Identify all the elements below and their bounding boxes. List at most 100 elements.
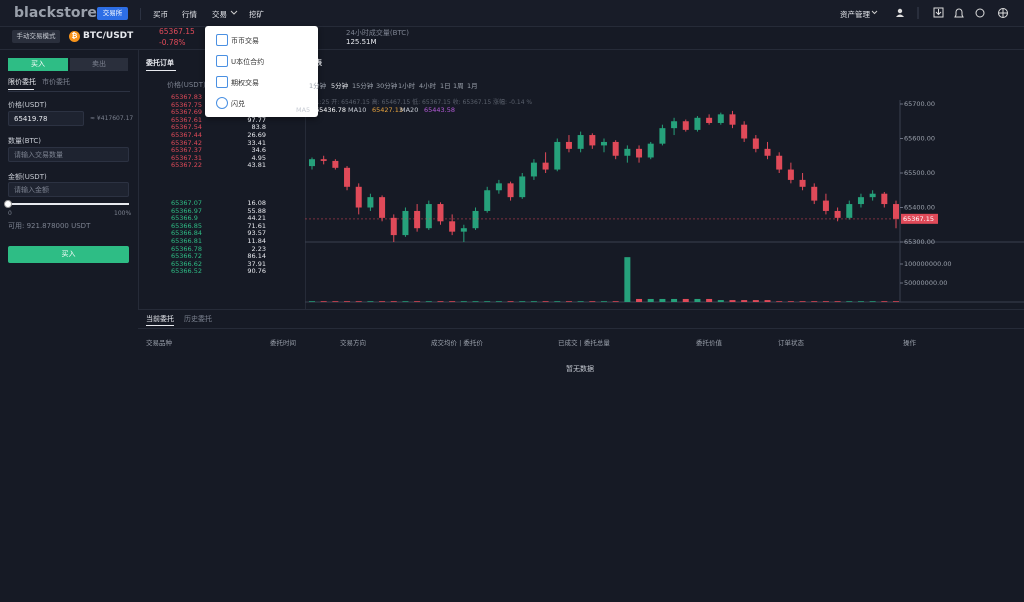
amount-input[interactable]: 请输入金额 [8, 182, 129, 197]
interval[interactable]: 1周 [453, 82, 464, 90]
nav-item[interactable]: 交易 [212, 10, 227, 19]
download-icon[interactable] [933, 7, 944, 18]
pair-selector[interactable]: BTC/USDT [83, 31, 134, 41]
buy-tab[interactable]: 买入 [8, 58, 68, 71]
volume-bar [390, 301, 397, 302]
column-header: 订单状态 [778, 339, 804, 347]
interval[interactable]: 4小时 [419, 82, 437, 90]
interval[interactable]: 15分钟 [352, 82, 374, 90]
slider-track[interactable] [8, 203, 129, 205]
ma-label: MA20 [400, 106, 419, 114]
candle-body [811, 186, 818, 201]
candle-body [869, 193, 876, 198]
interval[interactable]: 1日 [440, 82, 451, 90]
volume-bar [402, 301, 409, 302]
dropdown-icon [216, 76, 228, 88]
nav-item[interactable]: 行情 [182, 10, 197, 19]
volume-bar [460, 301, 467, 302]
dropdown-item[interactable]: U本位合约 [231, 58, 265, 66]
orders-tab[interactable]: 当前委托 [146, 315, 174, 323]
volume-bar [706, 298, 713, 302]
volume-bar [530, 301, 537, 302]
bell-icon[interactable] [954, 8, 964, 18]
ticker-change: -0.78% [159, 38, 186, 47]
exchange-badge[interactable]: 交易所 [97, 7, 128, 20]
assets-menu[interactable]: 资产管理 [840, 10, 870, 19]
nav-item[interactable]: 买币 [153, 10, 168, 19]
candle-body [857, 197, 864, 205]
tab-underline [146, 70, 176, 71]
volume-bar [834, 301, 841, 302]
dropdown-icon [216, 55, 228, 67]
volume-bar [589, 301, 596, 302]
nav-item[interactable]: 挖矿 [249, 10, 264, 19]
price-input[interactable]: 65419.78 [8, 111, 84, 126]
dropdown-item[interactable]: 闪兑 [231, 100, 245, 108]
candle-body [682, 121, 689, 130]
divider [0, 49, 1024, 50]
available-balance: 可用: 921.878000 USDT [8, 222, 91, 230]
stat-value: 125.51M [346, 38, 377, 46]
column-header: 委托时间 [270, 339, 296, 347]
candle-body [367, 197, 374, 208]
slider-handle[interactable] [4, 200, 12, 208]
globe-lines [998, 8, 1008, 18]
interval[interactable]: 1月 [467, 82, 478, 90]
book-amount: 93.57 [247, 229, 266, 238]
dropdown-item[interactable]: 期权交易 [231, 79, 259, 87]
candle-body [834, 210, 841, 218]
volume-bar [811, 301, 818, 302]
chart-tab[interactable]: 表 [315, 59, 322, 67]
candle-body [846, 204, 853, 218]
candle-body [787, 169, 794, 180]
candle-body [659, 128, 666, 144]
order-type-tab[interactable]: 限价委托 [8, 78, 36, 86]
logo[interactable]: blackstore [14, 5, 97, 21]
book-price: 65367.42 [171, 138, 203, 147]
book-price: 65367.31 [171, 153, 203, 162]
panel-title[interactable]: 委托订单 [146, 59, 174, 67]
candle-body [893, 204, 899, 219]
volume-bar [893, 301, 899, 302]
top-bar [0, 0, 1024, 27]
candle-body [390, 217, 397, 236]
interval[interactable]: 1分钟 [309, 82, 327, 90]
volume-bar [495, 301, 502, 302]
sell-tab[interactable]: 卖出 [70, 58, 128, 71]
dropdown-item[interactable]: 币币交易 [231, 37, 259, 45]
book-price: 65367.61 [171, 115, 203, 124]
interval[interactable]: 5分钟 [331, 82, 349, 90]
volume-bar [776, 301, 783, 302]
qty-input[interactable]: 请输入交易数量 [8, 147, 129, 162]
user-icon-body [896, 14, 904, 17]
candle-body [554, 141, 561, 170]
tab-underline [8, 89, 34, 90]
book-amount: 86.14 [247, 252, 266, 261]
candle-body [519, 176, 526, 198]
volume-bar [647, 298, 654, 302]
y-tick-label: 65600.00 [904, 135, 935, 143]
volume-bar [472, 301, 479, 302]
volume-bar [671, 298, 678, 302]
volume-bar [659, 298, 666, 302]
candle-body [601, 141, 607, 146]
user-icon[interactable] [897, 8, 903, 14]
support-icon[interactable] [975, 8, 985, 18]
order-type-tab[interactable]: 市价委托 [42, 78, 70, 86]
mode-button[interactable]: 手动交易模式 [12, 30, 60, 43]
book-amount: 16.08 [247, 199, 266, 207]
submit-button[interactable]: 买入 [8, 246, 129, 263]
book-price: 65367.69 [171, 108, 203, 117]
interval[interactable]: 30分钟 [376, 82, 398, 90]
book-price: 65367.83 [171, 93, 203, 101]
book-price: 65366.72 [171, 252, 203, 261]
volume-bar [682, 298, 689, 302]
interval[interactable]: 1小时 [398, 82, 416, 90]
book-amount: 44.21 [247, 214, 266, 223]
candle-body [495, 183, 502, 191]
orders-tab[interactable]: 历史委托 [184, 315, 212, 323]
candle-body [484, 190, 491, 211]
slider-min: 0 [8, 210, 12, 217]
candle-body [355, 186, 362, 208]
ma-value: 65436.78 [315, 106, 347, 114]
